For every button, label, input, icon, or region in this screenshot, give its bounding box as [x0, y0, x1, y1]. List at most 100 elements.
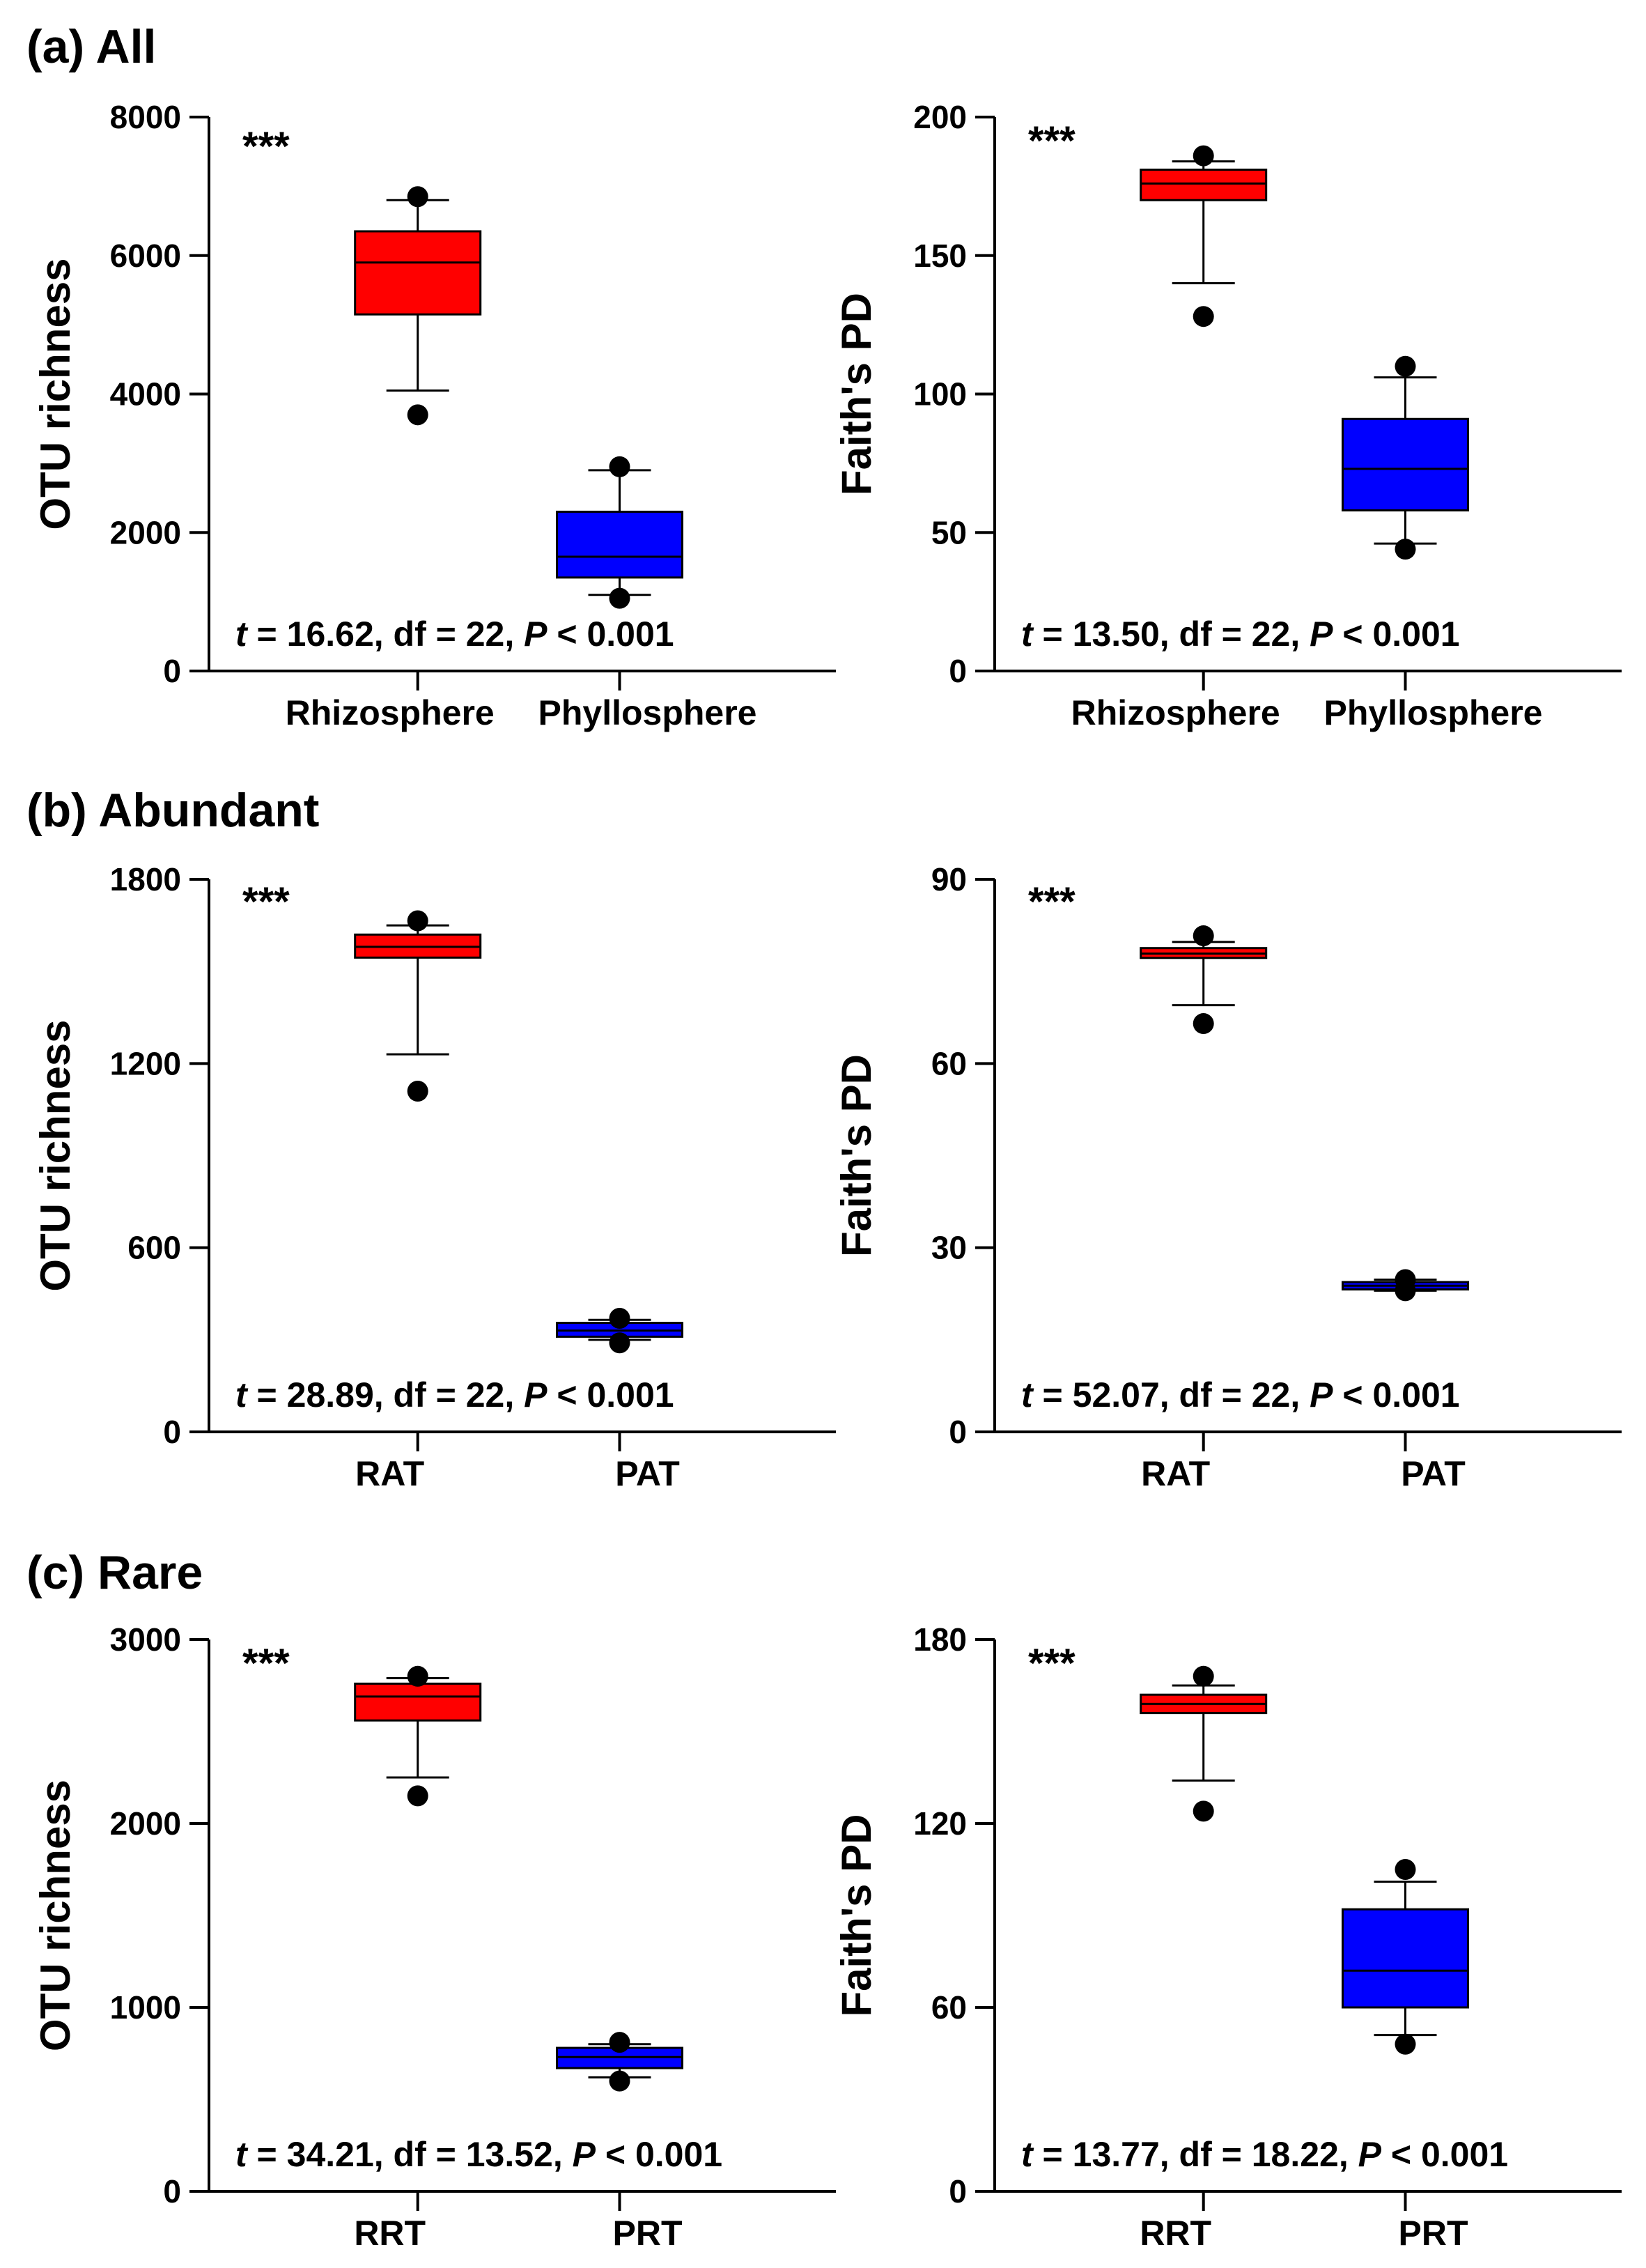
box-rat	[354, 910, 482, 1102]
stat-part: = 16.62, df = 22,	[247, 615, 524, 654]
stat-part: t	[235, 2135, 249, 2174]
y-tick-label: 100	[913, 376, 967, 412]
stat-part: t	[1021, 1375, 1034, 1414]
stat-part: < 0.001	[596, 2135, 722, 2174]
x-category-label: Rhizosphere	[1071, 693, 1280, 732]
stat-text: t = 13.50, df = 22, P < 0.001	[1021, 615, 1460, 654]
y-tick-label: 2000	[110, 514, 181, 550]
y-tick-label: 6000	[110, 238, 181, 274]
y-tick-label: 0	[949, 2173, 967, 2209]
stat-part: P	[524, 1375, 548, 1414]
stat-part: t	[235, 1375, 249, 1414]
stat-part: = 28.89, df = 22,	[247, 1375, 524, 1414]
y-tick-label: 30	[931, 1230, 967, 1266]
y-tick-label: 0	[163, 2173, 181, 2209]
y-axis-label: Faith's PD	[833, 1054, 880, 1257]
y-tick-label: 60	[931, 1989, 967, 2026]
box-iqr	[354, 1682, 482, 1722]
outlier-point	[1395, 2033, 1416, 2055]
outlier-point	[1395, 1269, 1416, 1290]
y-tick-label: 200	[913, 99, 967, 135]
box-pat	[1342, 1269, 1469, 1302]
stat-part: P	[573, 2135, 596, 2174]
y-tick-label: 2000	[110, 1805, 181, 1842]
y-axis-label: OTU richness	[32, 258, 79, 530]
stat-part: < 0.001	[547, 615, 674, 654]
y-tick-label: 50	[931, 514, 967, 550]
x-category-label: Phyllosphere	[1324, 693, 1543, 732]
x-category-label: Rhizosphere	[286, 693, 495, 732]
y-tick-label: 1200	[110, 1045, 181, 1081]
x-category-label: PRT	[1399, 2214, 1468, 2253]
chart-a-faiths-pd: 0 50 100 150 200 Rhizosphere Phyllosphere Faith…	[833, 99, 1622, 732]
stat-part: t	[235, 615, 249, 654]
outlier-point	[407, 1080, 428, 1102]
stat-part: P	[1358, 2135, 1382, 2174]
y-axis-label: OTU richness	[32, 1780, 79, 2051]
outlier-point	[1395, 539, 1416, 560]
chart-b-otu-richness: 0 600 1200 1800 RAT PAT OTU richness *** t = 28.…	[32, 861, 836, 1493]
y-axis-label: OTU richness	[32, 1019, 79, 1291]
outlier-point	[609, 587, 630, 609]
chart-b-faiths-pd: 0 30 60 90 RAT PAT Faith's PD *** t = 52.07, df …	[833, 861, 1622, 1493]
box-iqr	[1342, 417, 1469, 511]
outlier-point	[407, 404, 428, 426]
y-tick-label: 120	[913, 1805, 967, 1842]
x-category-label: RAT	[1141, 1454, 1210, 1493]
outlier-point	[1395, 355, 1416, 377]
panel-title-c: (c) Rare	[26, 1546, 203, 1599]
outlier-point	[1193, 1665, 1214, 1687]
stat-part: < 0.001	[1381, 2135, 1508, 2174]
stat-part: = 13.50, df = 22,	[1033, 615, 1310, 654]
outlier-point	[407, 1785, 428, 1807]
y-tick-label: 3000	[110, 1621, 181, 1658]
significance-stars: ***	[1028, 879, 1076, 925]
box-prt	[556, 2032, 683, 2092]
box-iqr	[354, 230, 482, 316]
box-iqr	[556, 510, 683, 579]
box-rrt	[1140, 1665, 1268, 1822]
stat-part: P	[1310, 1375, 1333, 1414]
stat-text: t = 16.62, df = 22, P < 0.001	[235, 615, 674, 654]
stat-text: t = 13.77, df = 18.22, P < 0.001	[1021, 2135, 1508, 2174]
x-category-label: PAT	[615, 1454, 680, 1493]
outlier-point	[1193, 145, 1214, 167]
stat-part: < 0.001	[1333, 615, 1459, 654]
stat-part: t	[1021, 2135, 1034, 2174]
outlier-point	[1193, 1800, 1214, 1822]
stat-part: P	[1310, 615, 1333, 654]
significance-stars: ***	[1028, 1641, 1076, 1686]
y-tick-label: 150	[913, 238, 967, 274]
box-phyllosphere	[1342, 355, 1469, 560]
x-category-label: Phyllosphere	[538, 693, 757, 732]
stat-part: t	[1021, 615, 1034, 654]
outlier-point	[1395, 1859, 1416, 1880]
outlier-point	[1193, 925, 1214, 947]
stat-text: t = 34.21, df = 13.52, P < 0.001	[235, 2135, 722, 2174]
box-iqr	[1140, 169, 1268, 201]
outlier-point	[1193, 1013, 1214, 1035]
y-tick-label: 1800	[110, 861, 181, 897]
chart-c-otu-richness: 0 1000 2000 3000 RRT PRT OTU richness *** t = 34…	[32, 1621, 836, 2253]
y-tick-label: 8000	[110, 99, 181, 135]
outlier-point	[609, 456, 630, 477]
x-category-label: PAT	[1401, 1454, 1466, 1493]
chart-a-otu-richness: 0 2000 4000 6000 8000 Rhizosphere Phyllosphere…	[32, 99, 836, 732]
y-tick-label: 1000	[110, 1989, 181, 2026]
significance-stars: ***	[1028, 118, 1076, 164]
outlier-point	[609, 1307, 630, 1329]
y-tick-label: 90	[931, 861, 967, 897]
y-axis-label: Faith's PD	[833, 1814, 880, 2017]
significance-stars: ***	[242, 1641, 290, 1686]
box-prt	[1342, 1859, 1469, 2055]
stat-text: t = 52.07, df = 22, P < 0.001	[1021, 1375, 1460, 1414]
outlier-point	[407, 1665, 428, 1687]
outlier-point	[407, 910, 428, 932]
stat-part: = 13.77, df = 18.22,	[1033, 2135, 1358, 2174]
y-tick-label: 0	[949, 653, 967, 689]
x-category-label: RRT	[354, 2214, 426, 2253]
box-rrt	[354, 1665, 482, 1807]
box-rhizosphere	[354, 186, 482, 426]
